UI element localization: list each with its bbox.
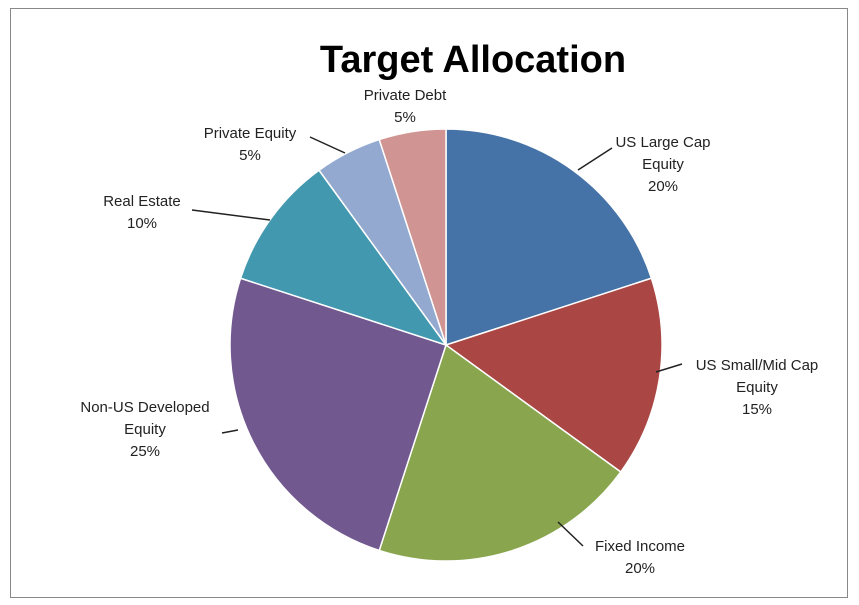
slice-label: US Large Cap Equity 20%	[608, 132, 718, 198]
pie-slice	[229, 277, 447, 552]
pie-slice	[378, 128, 447, 346]
slice-category-label: Private Equity	[203, 125, 297, 142]
slice-category-label: Private Debt	[363, 87, 447, 104]
slice-value-label: 5%	[394, 109, 416, 126]
pie-slice	[444, 277, 663, 474]
leader-line	[655, 363, 683, 373]
leader-line	[577, 147, 613, 171]
slice-category-label: Fixed Income	[594, 538, 686, 555]
slice-value-label: 25%	[129, 443, 161, 460]
slice-label: Private Debt 5%	[345, 85, 465, 129]
leader-line	[221, 429, 239, 434]
slice-value-label: 15%	[741, 401, 773, 418]
slice-value-label: 5%	[239, 147, 261, 164]
slice-value-label: 10%	[126, 215, 158, 232]
slice-label: Real Estate 10%	[87, 191, 197, 235]
pie-slice	[445, 128, 653, 347]
leader-line	[191, 209, 271, 221]
pie-slice	[378, 343, 622, 562]
pie-slice	[239, 169, 448, 347]
slice-value-label: 20%	[624, 560, 656, 577]
slice-value-label: 20%	[647, 178, 679, 195]
leader-line	[309, 136, 346, 154]
slice-label: Private Equity 5%	[185, 123, 315, 167]
leader-line	[557, 521, 584, 547]
chart-title: Target Allocation	[320, 39, 626, 81]
slice-category-label: Non-US Developed Equity	[80, 399, 210, 438]
slice-label: Fixed Income 20%	[580, 536, 700, 580]
chart-border	[10, 8, 848, 598]
slice-category-label: Real Estate	[103, 193, 181, 210]
slice-label: US Small/Mid Cap Equity 15%	[682, 355, 832, 421]
slice-label: Non-US Developed Equity 25%	[65, 397, 225, 463]
slice-category-label: US Small/Mid Cap Equity	[695, 357, 819, 396]
slice-category-label: US Large Cap Equity	[615, 134, 711, 173]
